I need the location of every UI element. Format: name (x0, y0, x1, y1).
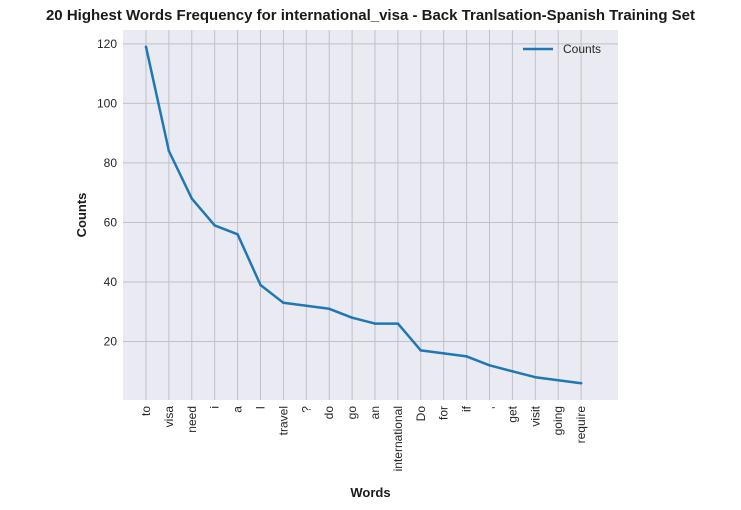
data-point (534, 375, 537, 379)
y-tick-label: 20 (104, 335, 118, 349)
x-tick-label: going (551, 406, 565, 435)
legend-label-counts: Counts (563, 42, 601, 56)
data-point (488, 364, 491, 367)
x-tick-label: visit (528, 405, 542, 426)
data-point (282, 301, 285, 305)
x-tick-label: international (391, 406, 405, 471)
data-point (373, 322, 377, 325)
data-point (167, 149, 171, 153)
x-tick-label: , (483, 406, 497, 409)
data-point (213, 224, 216, 227)
x-tick-label: Do (414, 406, 428, 422)
x-axis-label: Words (350, 485, 390, 500)
data-point (236, 233, 239, 236)
x-tick-label: I (254, 406, 268, 409)
y-axis-label: Counts (74, 193, 89, 238)
y-tick-labels: 20 40 60 80 100 120 (97, 37, 117, 349)
x-tick-label: for (437, 406, 451, 420)
y-tick-label: 100 (97, 96, 117, 110)
x-tick-label: go (345, 406, 359, 420)
x-gridlines (145, 30, 582, 400)
x-tick-label: i (208, 406, 222, 409)
data-point (465, 355, 468, 358)
data-point (579, 381, 583, 385)
data-point (190, 197, 194, 200)
x-tick-label: do (322, 406, 336, 420)
data-point (511, 370, 514, 373)
x-tick-label: get (505, 405, 519, 422)
plot-area (123, 30, 618, 400)
data-point (259, 283, 262, 287)
data-point (396, 322, 400, 325)
legend: Counts (523, 42, 601, 56)
x-tick-label: need (185, 406, 199, 433)
x-tick-label: visa (162, 406, 176, 428)
y-tick-label: 80 (104, 156, 118, 170)
data-point (144, 45, 148, 49)
x-tick-label: an (368, 406, 382, 419)
x-tick-label: to (139, 406, 153, 416)
data-point (419, 349, 423, 352)
chart-title: 20 Highest Words Frequency for internati… (45, 7, 696, 24)
data-point (327, 307, 331, 311)
y-tick-label: 120 (97, 37, 117, 51)
x-tick-label: require (574, 406, 588, 444)
x-tick-label: ? (299, 406, 313, 413)
data-point (350, 316, 354, 319)
y-tick-label: 60 (104, 215, 118, 229)
x-tick-label: a (231, 406, 245, 413)
x-tick-label: if (460, 405, 474, 412)
series-group (144, 45, 583, 385)
data-point (305, 304, 308, 308)
data-point (556, 378, 560, 382)
y-gridlines (123, 43, 618, 343)
data-point (442, 352, 445, 355)
series-line-counts (144, 45, 583, 385)
y-tick-label: 40 (104, 275, 118, 289)
x-tick-label: travel (276, 406, 290, 435)
